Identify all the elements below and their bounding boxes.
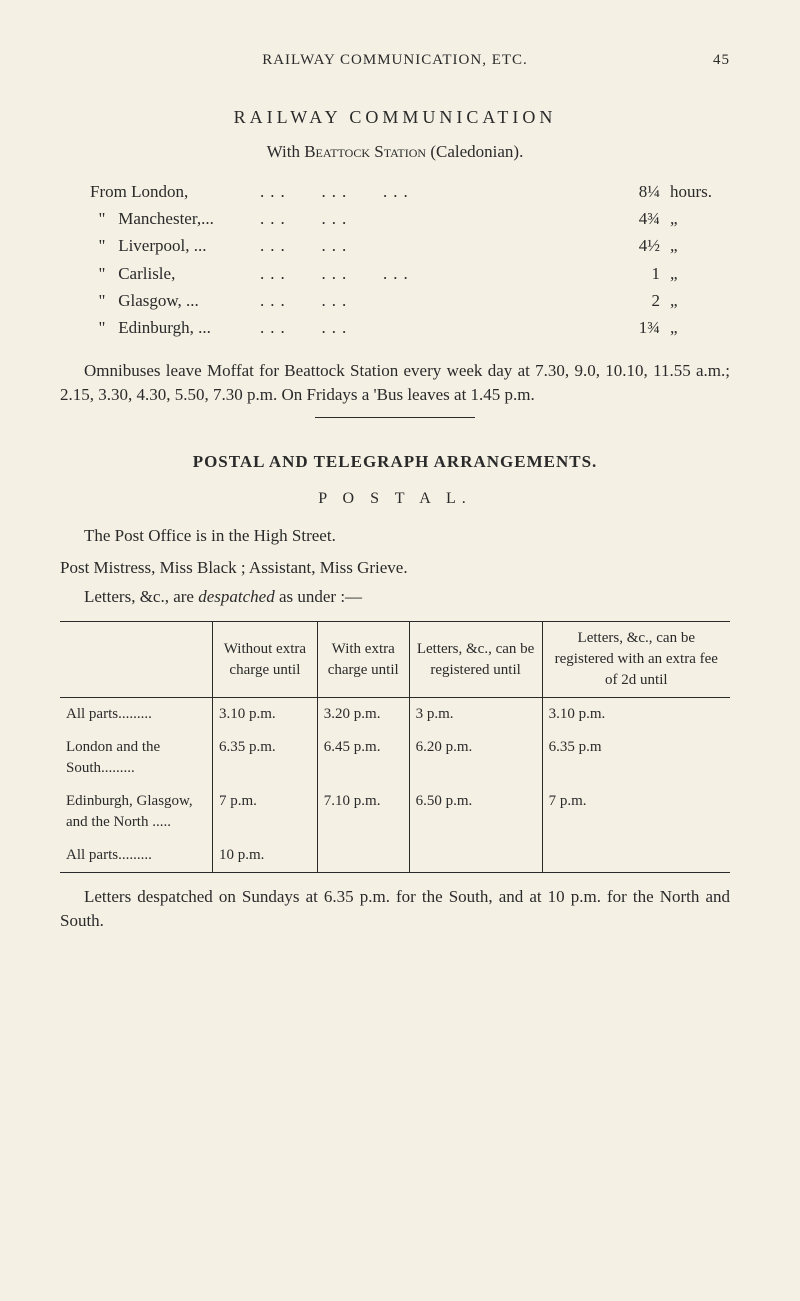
- railway-times-list: From London, ... ... ... 8¼ hours. " Man…: [90, 178, 730, 341]
- table-header: Letters, &c., can be registered with an …: [542, 622, 730, 698]
- running-title: RAILWAY COMMUNICATION, ETC.: [262, 52, 528, 68]
- table-row: Edinburgh, Glasgow, and the North ..... …: [60, 785, 730, 839]
- railway-row: " Manchester,... ... ... 4¾ „: [90, 205, 730, 232]
- table-row: London and the South......... 6.35 p.m. …: [60, 731, 730, 785]
- table-header: [60, 622, 213, 698]
- railway-row: " Edinburgh, ... ... ... 1¾ „: [90, 314, 730, 341]
- railway-row: From London, ... ... ... 8¼ hours.: [90, 178, 730, 205]
- table-row: All parts......... 3.10 p.m. 3.20 p.m. 3…: [60, 698, 730, 732]
- postal-heading: POSTAL AND TELEGRAPH ARRANGEMENTS.: [60, 450, 730, 474]
- postal-line: The Post Office is in the High Street.: [60, 524, 730, 548]
- despatch-table: Without extra charge until With extra ch…: [60, 621, 730, 873]
- table-row: All parts......... 10 p.m.: [60, 839, 730, 873]
- section-subtitle: With Beattock Station (Caledonian).: [60, 140, 730, 164]
- divider: [315, 417, 475, 418]
- table-footer: Letters despatched on Sundays at 6.35 p.…: [60, 885, 730, 933]
- table-header: With extra charge until: [317, 622, 409, 698]
- railway-row: " Liverpool, ... ... ... 4½ „: [90, 232, 730, 259]
- postal-subheading: P O S T A L.: [60, 488, 730, 510]
- running-header: RAILWAY COMMUNICATION, ETC. 45: [60, 50, 730, 71]
- railway-row: " Carlisle, ... ... ... 1 „: [90, 260, 730, 287]
- postal-line: Post Mistress, Miss Black ; Assistant, M…: [60, 556, 730, 580]
- table-header: Without extra charge until: [213, 622, 318, 698]
- railway-row: " Glasgow, ... ... ... 2 „: [90, 287, 730, 314]
- page-number: 45: [713, 50, 730, 71]
- postal-line: Letters, &c., are despatched as under :—: [60, 585, 730, 609]
- section-title: RAILWAY COMMUNICATION: [60, 105, 730, 130]
- omnibus-paragraph: Omnibuses leave Moffat for Beattock Stat…: [60, 359, 730, 407]
- table-header: Letters, &c., can be registered until: [409, 622, 542, 698]
